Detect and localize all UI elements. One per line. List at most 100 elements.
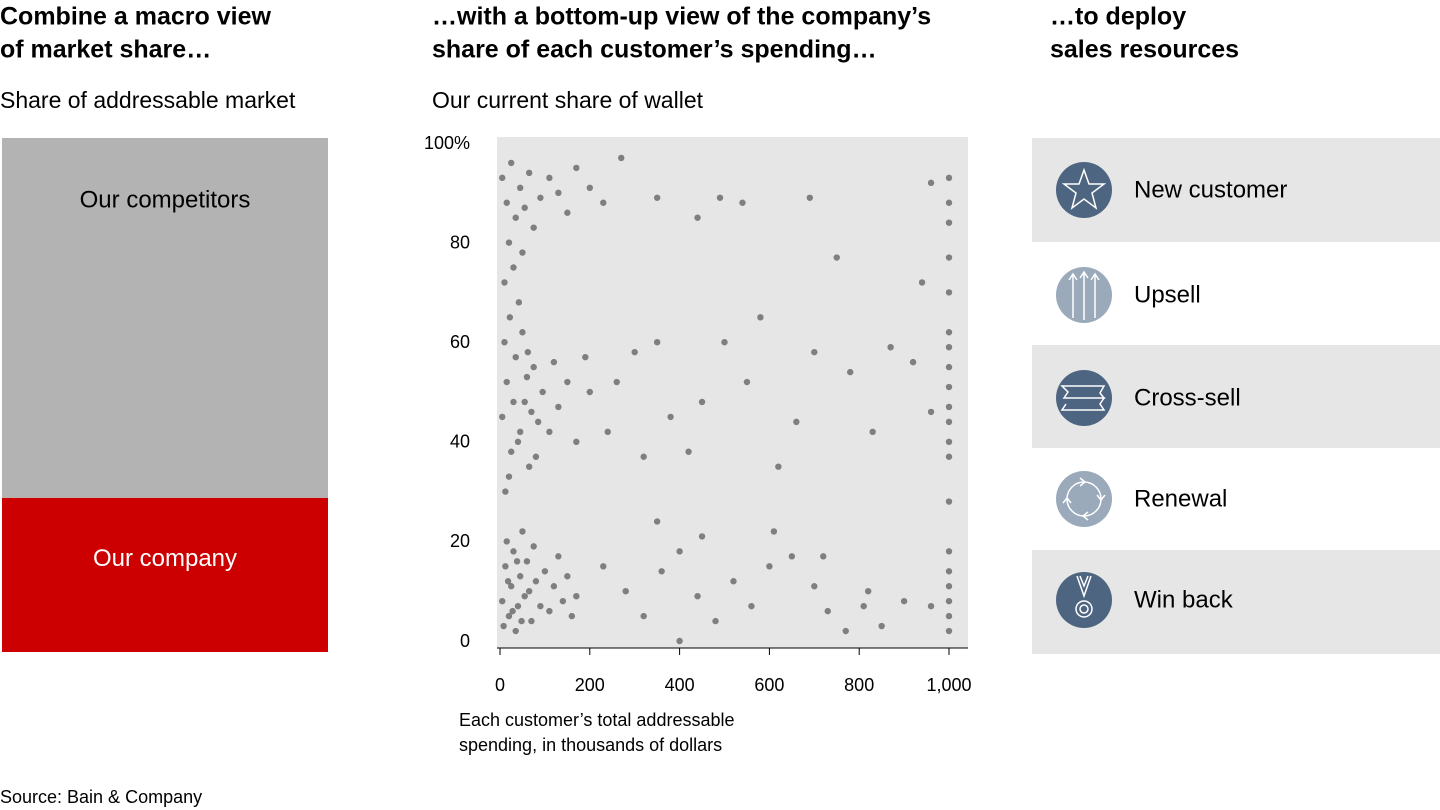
point [519,528,526,535]
point [586,184,593,192]
segment-label: Our competitors [80,186,251,213]
point [945,174,953,182]
point [573,592,580,600]
point [927,408,935,416]
point [869,428,876,436]
point [864,588,872,595]
point [730,578,737,585]
point [945,627,953,635]
point [506,314,514,321]
y-tick-label: 20 [450,531,470,551]
plot-area [497,137,968,648]
point [748,602,755,610]
point [555,553,562,560]
point [524,348,532,356]
point [505,473,513,480]
point [631,348,638,356]
point [811,348,818,356]
point [546,607,553,615]
point [532,453,540,460]
point [515,299,523,306]
point [519,249,526,256]
point [766,563,773,570]
point [537,194,544,201]
point [945,597,953,605]
point [503,199,510,206]
x-axis-label: Each customer’s total addressable [459,710,734,730]
x-tick-label: 400 [665,675,695,695]
point [532,578,540,585]
point [512,627,519,635]
point [676,548,683,555]
point [945,254,953,261]
point [945,363,953,371]
point [613,378,620,386]
point [555,189,562,196]
point [685,448,692,455]
bar-segment [2,138,328,498]
y-tick-label: 60 [450,332,470,352]
point [528,408,535,416]
point [501,339,508,346]
x-axis-label: spending, in thousands of dollars [459,735,722,755]
point [945,498,953,505]
column-title: …with a bottom-up view of the company’s [432,3,931,31]
point [945,453,953,460]
point [658,568,665,575]
point [499,597,506,605]
point [878,622,885,630]
resource-label: New customer [1134,176,1287,203]
y-tick-label: 100% [424,133,470,153]
point [806,194,814,201]
point [517,428,524,436]
point [510,548,517,555]
column-title: of market share… [0,36,211,64]
column-title: share of each customer’s spending… [432,36,877,64]
point [508,583,515,590]
point [513,558,521,565]
icon-star [1056,162,1112,218]
point [698,533,706,540]
point [550,358,558,366]
point [514,438,522,445]
point [505,239,513,246]
point [510,264,517,271]
point [509,607,516,615]
point [653,194,661,201]
icon-renewal [1056,471,1112,527]
point [512,214,519,221]
point [573,164,580,172]
point [716,194,724,201]
point [501,279,508,286]
point [820,553,827,560]
point [847,368,854,376]
y-tick-label: 0 [460,631,470,651]
icon-upsell [1056,267,1112,323]
point [945,383,953,391]
point [833,254,840,261]
point [564,209,571,216]
point [743,378,751,386]
point [505,612,513,620]
x-tick-label: 1,000 [926,675,971,695]
point [918,279,926,286]
y-tick-label: 40 [450,432,470,452]
x-tick-label: 200 [575,675,605,695]
point [945,418,953,426]
point [793,418,800,426]
point [811,583,818,590]
point [712,617,719,625]
point [788,553,796,560]
point [508,159,515,167]
point [546,428,553,436]
point [573,438,580,445]
point [502,563,509,570]
point [530,224,537,231]
point [564,573,571,580]
point [945,219,953,226]
point [667,413,674,421]
point [521,204,528,211]
point [653,339,661,346]
segment-label: Our company [93,545,237,572]
